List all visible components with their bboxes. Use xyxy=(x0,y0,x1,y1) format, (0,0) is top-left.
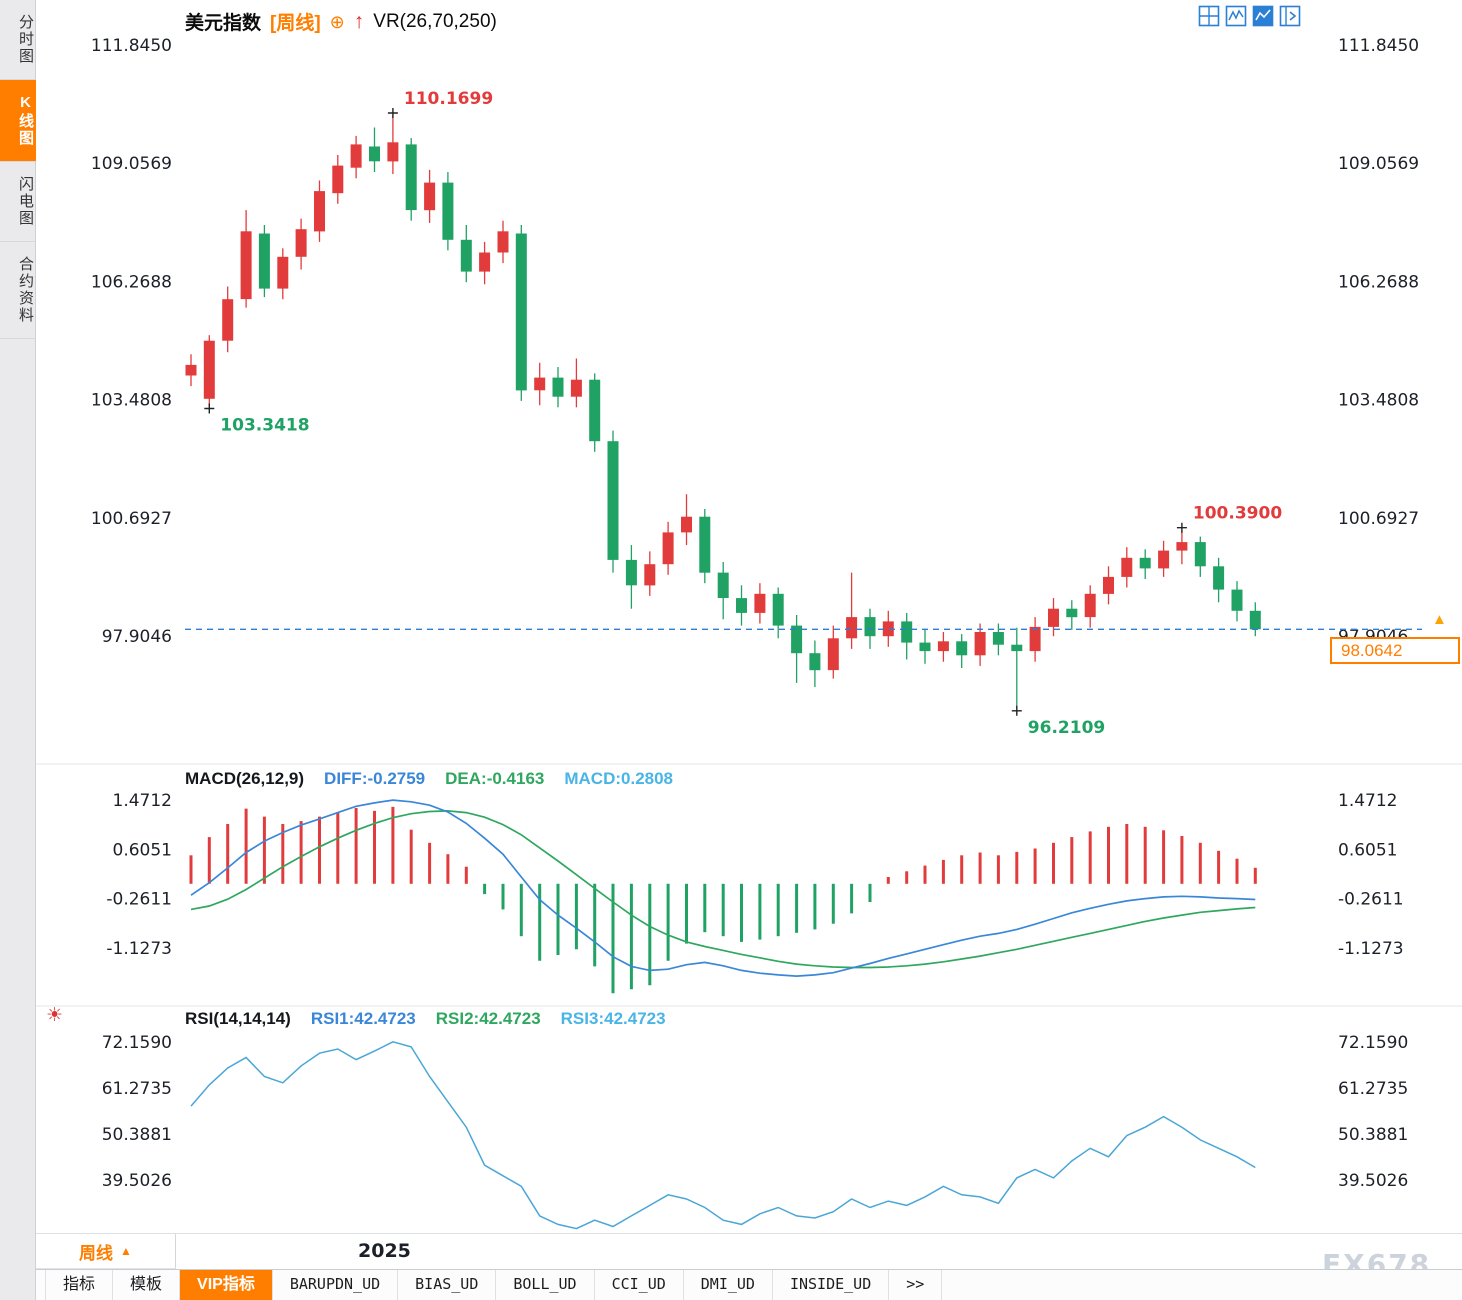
svg-text:100.6927: 100.6927 xyxy=(1338,509,1419,529)
svg-text:-0.2611: -0.2611 xyxy=(106,890,172,910)
sun-icon[interactable]: ☀ xyxy=(46,1005,64,1026)
svg-text:-1.1273: -1.1273 xyxy=(1338,939,1404,959)
chevron-up-icon: ▲ xyxy=(120,1244,132,1258)
up-arrow-icon: ↑ xyxy=(353,10,365,33)
period-tag: [周线] xyxy=(270,13,321,34)
chart-header: 美元指数 [周线] ⊕ ↑ VR(26,70,250) xyxy=(185,8,497,35)
tab-cci-ud[interactable]: CCI_UD xyxy=(595,1270,684,1300)
rsi2-value: RSI2:42.4723 xyxy=(435,1009,541,1028)
layout-multichart-icon[interactable] xyxy=(1225,5,1247,27)
svg-text:0.6051: 0.6051 xyxy=(113,840,172,860)
svg-text:61.2735: 61.2735 xyxy=(102,1079,172,1099)
svg-text:50.3881: 50.3881 xyxy=(1338,1125,1408,1145)
tab-indicator[interactable]: 指标 xyxy=(45,1270,114,1300)
tab-barupdn-ud[interactable]: BARUPDN_UD xyxy=(273,1270,399,1300)
period-selector-label: 周线 xyxy=(79,1243,114,1263)
tab-vip-indicator[interactable]: VIP指标 xyxy=(180,1270,273,1300)
layout-toolbar xyxy=(1198,5,1301,27)
svg-text:61.2735: 61.2735 xyxy=(1338,1079,1408,1099)
svg-text:1.4712: 1.4712 xyxy=(1338,791,1397,811)
current-price-box: 98.0642 xyxy=(1330,637,1460,664)
vr-indicator-label: VR(26,70,250) xyxy=(373,10,497,32)
rsi-title: RSI(14,14,14) xyxy=(185,1009,291,1028)
svg-text:103.3418: 103.3418 xyxy=(220,416,309,436)
chart-region: 111.8450 111.8450 109.0569 109.0569 106.2688… xyxy=(36,0,1462,1281)
layout-active-chart-icon[interactable] xyxy=(1252,5,1274,27)
svg-text:100.3900: 100.3900 xyxy=(1193,504,1282,524)
svg-text:100.6927: 100.6927 xyxy=(91,509,172,529)
svg-text:109.0569: 109.0569 xyxy=(1338,154,1419,174)
svg-text:106.2688: 106.2688 xyxy=(91,272,172,292)
macd-dea-value: DEA:-0.4163 xyxy=(445,769,545,788)
svg-text:39.5026: 39.5026 xyxy=(1338,1171,1408,1191)
svg-text:103.4808: 103.4808 xyxy=(91,391,172,411)
tab-more[interactable]: >> xyxy=(889,1270,943,1300)
svg-text:110.1699: 110.1699 xyxy=(404,89,493,109)
svg-text:-0.2611: -0.2611 xyxy=(1338,890,1404,910)
bottom-tab-bar: 指标 模板 VIP指标 BARUPDN_UD BIAS_UD BOLL_UD C… xyxy=(36,1269,1462,1300)
tab-boll-ud[interactable]: BOLL_UD xyxy=(496,1270,595,1300)
tab-bias-ud[interactable]: BIAS_UD xyxy=(398,1270,497,1300)
period-selector[interactable]: 周线 ▲ xyxy=(36,1234,176,1269)
svg-text:109.0569: 109.0569 xyxy=(91,154,172,174)
tab-dmi-ud[interactable]: DMI_UD xyxy=(684,1270,773,1300)
sidebar-item-kline-chart[interactable]: K线图 xyxy=(0,80,36,162)
macd-header: MACD(26,12,9) DIFF:-0.2759 DEA:-0.4163 M… xyxy=(185,769,673,789)
svg-text:72.1590: 72.1590 xyxy=(1338,1033,1408,1053)
symbol-title: 美元指数 xyxy=(185,13,262,34)
svg-text:72.1590: 72.1590 xyxy=(102,1033,172,1053)
candlestick-chart[interactable]: 111.8450 111.8450 109.0569 109.0569 106.2688… xyxy=(36,0,1462,1233)
svg-text:111.8450: 111.8450 xyxy=(1338,36,1419,56)
svg-text:39.5026: 39.5026 xyxy=(102,1171,172,1191)
sidebar-item-lightning-chart[interactable]: 闪电图 xyxy=(0,162,36,242)
macd-value: MACD:0.2808 xyxy=(564,769,674,788)
macd-title: MACD(26,12,9) xyxy=(185,769,305,788)
svg-text:0.6051: 0.6051 xyxy=(1338,840,1397,860)
rsi-header: RSI(14,14,14) RSI1:42.4723 RSI2:42.4723 … xyxy=(185,1009,666,1029)
layout-next-chart-icon[interactable] xyxy=(1279,5,1301,27)
sidebar-item-contract-info[interactable]: 合约资料 xyxy=(0,242,36,339)
tab-template[interactable]: 模板 xyxy=(113,1270,181,1300)
layout-grid-icon[interactable] xyxy=(1198,5,1220,27)
tab-inside-ud[interactable]: INSIDE_UD xyxy=(773,1270,890,1300)
sidebar-item-time-chart[interactable]: 分时图 xyxy=(0,0,36,80)
rsi3-value: RSI3:42.4723 xyxy=(560,1009,666,1028)
svg-text:106.2688: 106.2688 xyxy=(1338,272,1419,292)
macd-diff-value: DIFF:-0.2759 xyxy=(324,769,426,788)
rsi1-value: RSI1:42.4723 xyxy=(310,1009,416,1028)
svg-text:50.3881: 50.3881 xyxy=(102,1125,172,1145)
add-indicator-icon[interactable]: ⊕ xyxy=(329,11,345,32)
svg-text:1.4712: 1.4712 xyxy=(113,791,172,811)
xaxis-row: 周线 ▲ 2025 xyxy=(36,1233,1462,1269)
svg-text:96.2109: 96.2109 xyxy=(1028,718,1105,738)
year-label: 2025 xyxy=(358,1240,411,1262)
price-marker-icon: ▲ xyxy=(1432,611,1447,628)
svg-text:97.9046: 97.9046 xyxy=(102,627,172,647)
svg-text:-1.1273: -1.1273 xyxy=(106,939,172,959)
svg-text:103.4808: 103.4808 xyxy=(1338,391,1419,411)
sidebar: 分时图 K线图 闪电图 合约资料 xyxy=(0,0,36,1300)
svg-text:111.8450: 111.8450 xyxy=(91,36,172,56)
